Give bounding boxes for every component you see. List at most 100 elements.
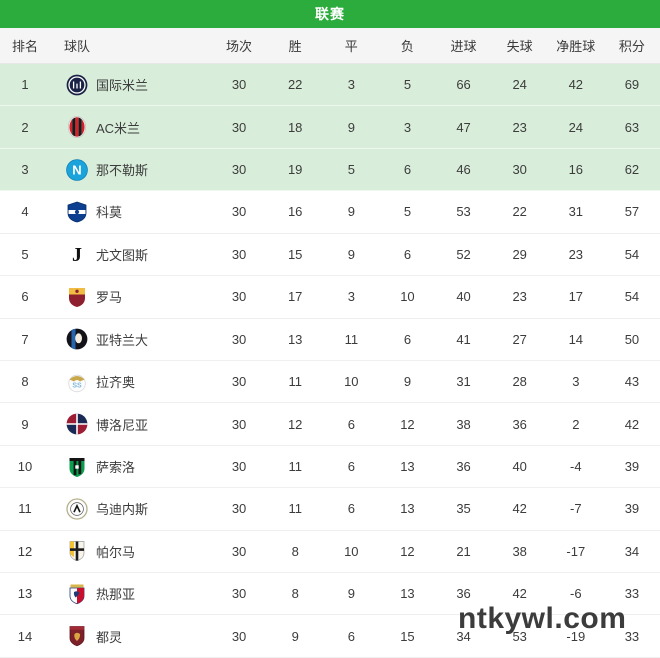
cell-draw: 6 <box>347 628 355 644</box>
team-cell: 热那亚 <box>50 583 211 605</box>
cell-gd: 3 <box>572 374 580 390</box>
cell-win: 13 <box>287 331 303 347</box>
cell-draw: 6 <box>347 416 355 432</box>
cell-pts: 39 <box>624 501 640 517</box>
torino-logo <box>66 625 88 647</box>
cell-win: 17 <box>287 289 303 305</box>
cell-pts: 69 <box>624 77 640 93</box>
svg-text:N: N <box>72 162 81 177</box>
rank-cell: 12 <box>17 543 33 559</box>
team-cell: 国际米兰 <box>50 74 211 96</box>
rank-cell: 8 <box>21 374 29 390</box>
col-header-rank: 排名 <box>11 39 38 54</box>
table-row[interactable]: 8 SS 拉齐奥 30 11 10 9 31 28 3 43 <box>0 360 660 404</box>
col-header-gd: 净胜球 <box>556 39 596 54</box>
table-row[interactable]: 1 国际米兰 30 22 3 5 66 24 42 69 <box>0 64 660 107</box>
cell-win: 15 <box>287 246 303 262</box>
team-name: 拉齐奥 <box>96 375 136 391</box>
team-cell: 罗马 <box>50 286 211 308</box>
cell-played: 30 <box>231 543 247 559</box>
napoli-logo: N <box>66 158 88 181</box>
udinese-logo <box>66 498 88 520</box>
genoa-logo <box>66 583 88 605</box>
table-row[interactable]: 4 科莫 30 16 9 5 53 22 31 57 <box>0 191 660 234</box>
table-row[interactable]: 11 乌迪内斯 30 11 6 13 35 42 -7 39 <box>0 488 660 531</box>
cell-draw: 9 <box>347 119 355 135</box>
team-cell: SS 拉齐奥 <box>50 371 211 393</box>
team-name: 科莫 <box>96 205 123 221</box>
rank-cell: 9 <box>21 416 29 432</box>
parma-logo <box>66 540 88 562</box>
cell-ga: 42 <box>512 501 527 517</box>
team-name: 尤文图斯 <box>96 247 149 263</box>
cell-pts: 42 <box>624 416 640 432</box>
table-row[interactable]: 13 热那亚 30 8 9 13 36 42 -6 33 <box>0 573 660 616</box>
cell-gf: 53 <box>456 204 471 220</box>
cell-gd: 24 <box>568 119 584 135</box>
cell-gd: 17 <box>568 289 584 305</box>
team-name: 萨索洛 <box>96 460 136 475</box>
team-cell: 都灵 <box>50 625 211 647</box>
team-cell: J 尤文图斯 <box>50 243 211 265</box>
team-name: 那不勒斯 <box>96 163 149 179</box>
cell-draw: 5 <box>347 162 355 178</box>
cell-gf: 38 <box>456 416 471 432</box>
cell-draw: 9 <box>347 204 355 220</box>
cell-loss: 12 <box>400 543 415 559</box>
cell-gd: 23 <box>568 246 584 262</box>
table-row[interactable]: 5 J 尤文图斯 30 15 9 6 52 29 23 54 <box>0 233 660 277</box>
col-header-draw: 平 <box>344 39 358 54</box>
cell-loss: 13 <box>400 586 415 602</box>
team-name: 帕尔马 <box>96 544 136 560</box>
cell-played: 30 <box>231 586 247 602</box>
col-header-gf: 进球 <box>450 39 477 54</box>
cell-draw: 10 <box>344 374 359 390</box>
table-row[interactable]: 9 博洛尼亚 30 12 6 12 38 36 2 42 <box>0 403 660 446</box>
table-row[interactable]: 12 帕尔马 30 8 10 12 21 38 -17 34 <box>0 530 660 574</box>
cell-played: 30 <box>231 501 247 517</box>
table-row[interactable]: 14 都灵 30 9 6 15 34 53 -19 33 <box>0 615 660 658</box>
col-header-pts: 积分 <box>618 39 645 54</box>
cell-ga: 22 <box>512 204 527 220</box>
cell-played: 30 <box>231 204 247 220</box>
cell-pts: 50 <box>624 331 640 347</box>
ac-milan-logo <box>66 116 88 139</box>
table-row[interactable]: 3 N 那不勒斯 30 19 5 6 46 30 16 62 <box>0 148 660 192</box>
cell-ga: 30 <box>512 162 527 178</box>
cell-win: 16 <box>287 204 303 220</box>
svg-text:SS: SS <box>72 382 82 389</box>
cell-win: 12 <box>287 416 303 432</box>
cell-played: 30 <box>231 459 247 474</box>
table-row[interactable]: 7 亚特兰大 30 13 11 6 41 27 14 50 <box>0 318 660 361</box>
cell-ga: 28 <box>512 374 527 390</box>
table-row[interactable]: 6 罗马 30 17 3 10 40 23 17 54 <box>0 276 660 319</box>
cell-gd: 31 <box>568 204 584 220</box>
col-header-team: 球队 <box>64 39 91 54</box>
table-row[interactable]: 10 萨索洛 30 11 6 13 36 40 -4 39 <box>0 445 660 489</box>
col-header-loss: 负 <box>400 39 414 54</box>
cell-played: 30 <box>231 628 247 644</box>
cell-loss: 13 <box>400 459 415 474</box>
cell-gf: 35 <box>456 501 471 517</box>
atalanta-logo <box>66 328 88 350</box>
cell-pts: 57 <box>624 204 640 220</box>
col-header-ga: 失球 <box>506 39 533 54</box>
cell-gf: 21 <box>456 543 471 559</box>
cell-gf: 46 <box>456 162 471 178</box>
rank-cell: 4 <box>21 204 29 220</box>
rank-cell: 2 <box>21 119 29 135</box>
cell-played: 30 <box>231 162 247 178</box>
team-cell: N 那不勒斯 <box>50 158 211 181</box>
cell-win: 11 <box>288 459 302 474</box>
rank-cell: 1 <box>21 77 29 93</box>
league-title-bar: 联赛 <box>0 0 660 28</box>
cell-ga: 23 <box>512 289 527 305</box>
rank-cell: 5 <box>21 246 29 262</box>
cell-win: 11 <box>288 374 302 390</box>
cell-win: 8 <box>291 543 299 559</box>
table-row[interactable]: 2 AC米兰 30 18 9 3 47 23 24 63 <box>0 106 660 149</box>
cell-gf: 34 <box>456 628 471 644</box>
cell-gf: 52 <box>456 246 471 262</box>
lazio-logo: SS <box>66 371 88 393</box>
cell-loss: 3 <box>403 119 412 135</box>
